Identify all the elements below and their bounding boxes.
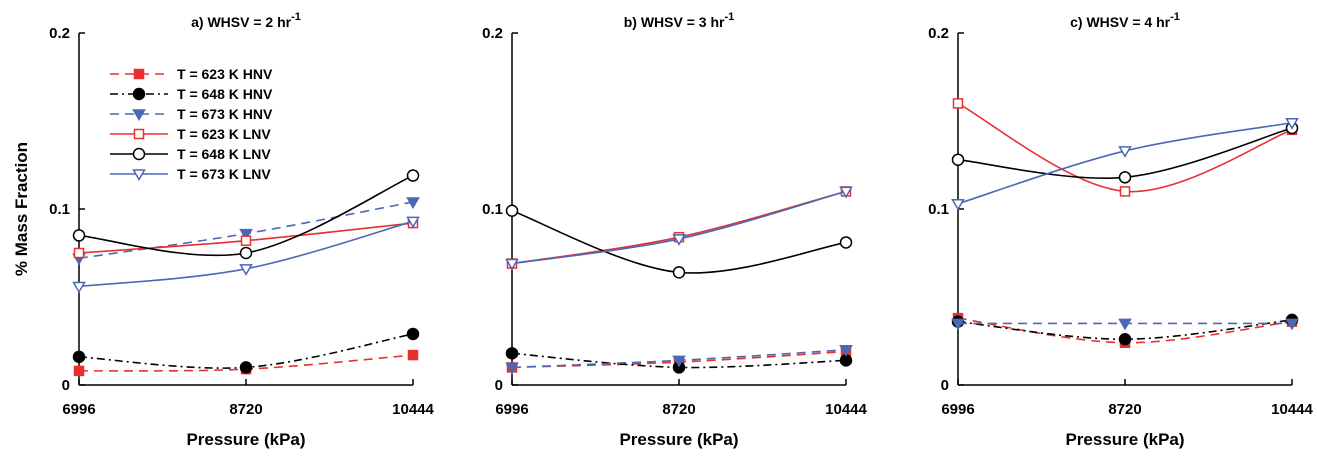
y-tick-label: 0.2	[928, 25, 949, 42]
legend-marker	[132, 109, 146, 121]
legend-label: T = 623 K HNV	[177, 66, 273, 82]
panel-title: b) WHSV = 3 hr-1	[624, 11, 735, 30]
data-point	[951, 198, 965, 211]
data-point	[505, 258, 519, 271]
panel-title: c) WHSV = 4 hr-1	[1070, 11, 1180, 30]
panel-title-superscript: -1	[1170, 11, 1180, 23]
legend-marker	[132, 147, 146, 161]
data-point	[1119, 186, 1131, 197]
data-point	[505, 362, 519, 375]
y-tick-label: 0	[495, 377, 503, 394]
x-tick-label: 10444	[392, 401, 434, 418]
legend-marker	[132, 87, 146, 101]
panel-title-main: a) WHSV = 2 hr	[191, 14, 292, 30]
data-point	[505, 347, 519, 360]
chart-panel-1: 0 0.1 0.2 6996 8720 10444 Pressure (kPa) % Mass…	[12, 11, 435, 449]
data-point	[1285, 318, 1299, 331]
data-point	[1118, 318, 1132, 331]
series-5	[505, 204, 853, 279]
data-point	[672, 355, 686, 368]
series-4	[506, 186, 852, 269]
data-point	[407, 349, 419, 361]
data-point	[72, 229, 86, 242]
legend-label: T = 623 K LNV	[177, 126, 271, 142]
series-line	[511, 190, 847, 265]
y-tick-label: 0.2	[49, 25, 70, 42]
data-point	[951, 318, 965, 331]
series-6	[951, 118, 1299, 211]
y-axis-label: % Mass Fraction	[12, 142, 31, 276]
y-tick-label: 0.1	[49, 201, 70, 218]
legend-marker	[133, 68, 145, 80]
legend-label: T = 673 K LNV	[177, 166, 271, 182]
data-point	[239, 264, 253, 276]
data-point	[239, 228, 253, 241]
y-tick-label: 0	[62, 377, 70, 394]
data-point	[1118, 146, 1132, 158]
y-tick-label: 0	[941, 377, 949, 394]
x-tick-label: 10444	[1271, 401, 1313, 418]
x-tick-label: 8720	[662, 401, 695, 418]
legend-label: T = 648 K LNV	[177, 146, 271, 162]
series-3	[951, 318, 1299, 331]
legend-marker	[133, 128, 145, 140]
series-6	[72, 216, 420, 294]
data-point	[839, 236, 853, 249]
data-point	[672, 234, 686, 246]
x-axis-label: Pressure (kPa)	[186, 430, 305, 449]
data-point	[1118, 332, 1132, 346]
data-point	[1118, 171, 1132, 184]
data-point	[239, 361, 253, 374]
y-tick-label: 0.2	[482, 25, 503, 42]
panel-title-main: b) WHSV = 3 hr	[624, 14, 725, 30]
data-point	[73, 365, 85, 377]
data-point	[1285, 118, 1299, 130]
data-point	[406, 169, 420, 182]
series-5	[951, 121, 1299, 184]
y-tick-label: 0.1	[928, 201, 949, 218]
x-tick-label: 8720	[1108, 401, 1141, 418]
series-5	[72, 169, 420, 260]
data-point	[73, 247, 85, 259]
legend: T = 623 K HNV T = 648 K HNV T = 673 K HNV T…	[110, 66, 273, 182]
data-point	[672, 266, 686, 279]
x-tick-label: 6996	[495, 401, 528, 418]
data-point	[406, 216, 420, 229]
x-axis-label: Pressure (kPa)	[619, 430, 738, 449]
data-point	[72, 350, 86, 364]
y-tick-label: 0.1	[482, 201, 503, 218]
data-point	[839, 345, 853, 357]
panel-title-main: c) WHSV = 4 hr	[1070, 14, 1171, 30]
data-point	[839, 186, 853, 199]
x-tick-label: 6996	[62, 401, 95, 418]
data-point	[240, 235, 252, 246]
series-line	[511, 190, 847, 265]
series-3	[505, 345, 853, 375]
panel-title-superscript: -1	[291, 11, 301, 23]
series-6	[505, 186, 853, 271]
legend-marker	[132, 169, 146, 181]
data-point	[952, 98, 964, 109]
chart-panel-3: 0 0.1 0.2 6996 8720 10444 Pressure (kPa) c) WHS…	[928, 11, 1313, 449]
chart-panel-2: 0 0.1 0.2 6996 8720 10444 Pressure (kPa) b) WHS…	[482, 11, 867, 449]
panel-title-superscript: -1	[724, 11, 734, 23]
legend-label: T = 673 K HNV	[177, 106, 273, 122]
legend-label: T = 648 K HNV	[177, 86, 273, 102]
data-point	[406, 197, 420, 209]
data-point	[239, 246, 253, 260]
data-point	[505, 204, 519, 218]
data-point	[406, 327, 420, 341]
x-tick-label: 10444	[825, 401, 867, 418]
x-tick-label: 8720	[229, 401, 262, 418]
data-point	[72, 281, 86, 294]
x-tick-label: 6996	[941, 401, 974, 418]
data-point	[951, 153, 965, 166]
series-2	[72, 327, 420, 374]
x-axis-label: Pressure (kPa)	[1065, 430, 1184, 449]
panel-title: a) WHSV = 2 hr-1	[191, 11, 301, 30]
